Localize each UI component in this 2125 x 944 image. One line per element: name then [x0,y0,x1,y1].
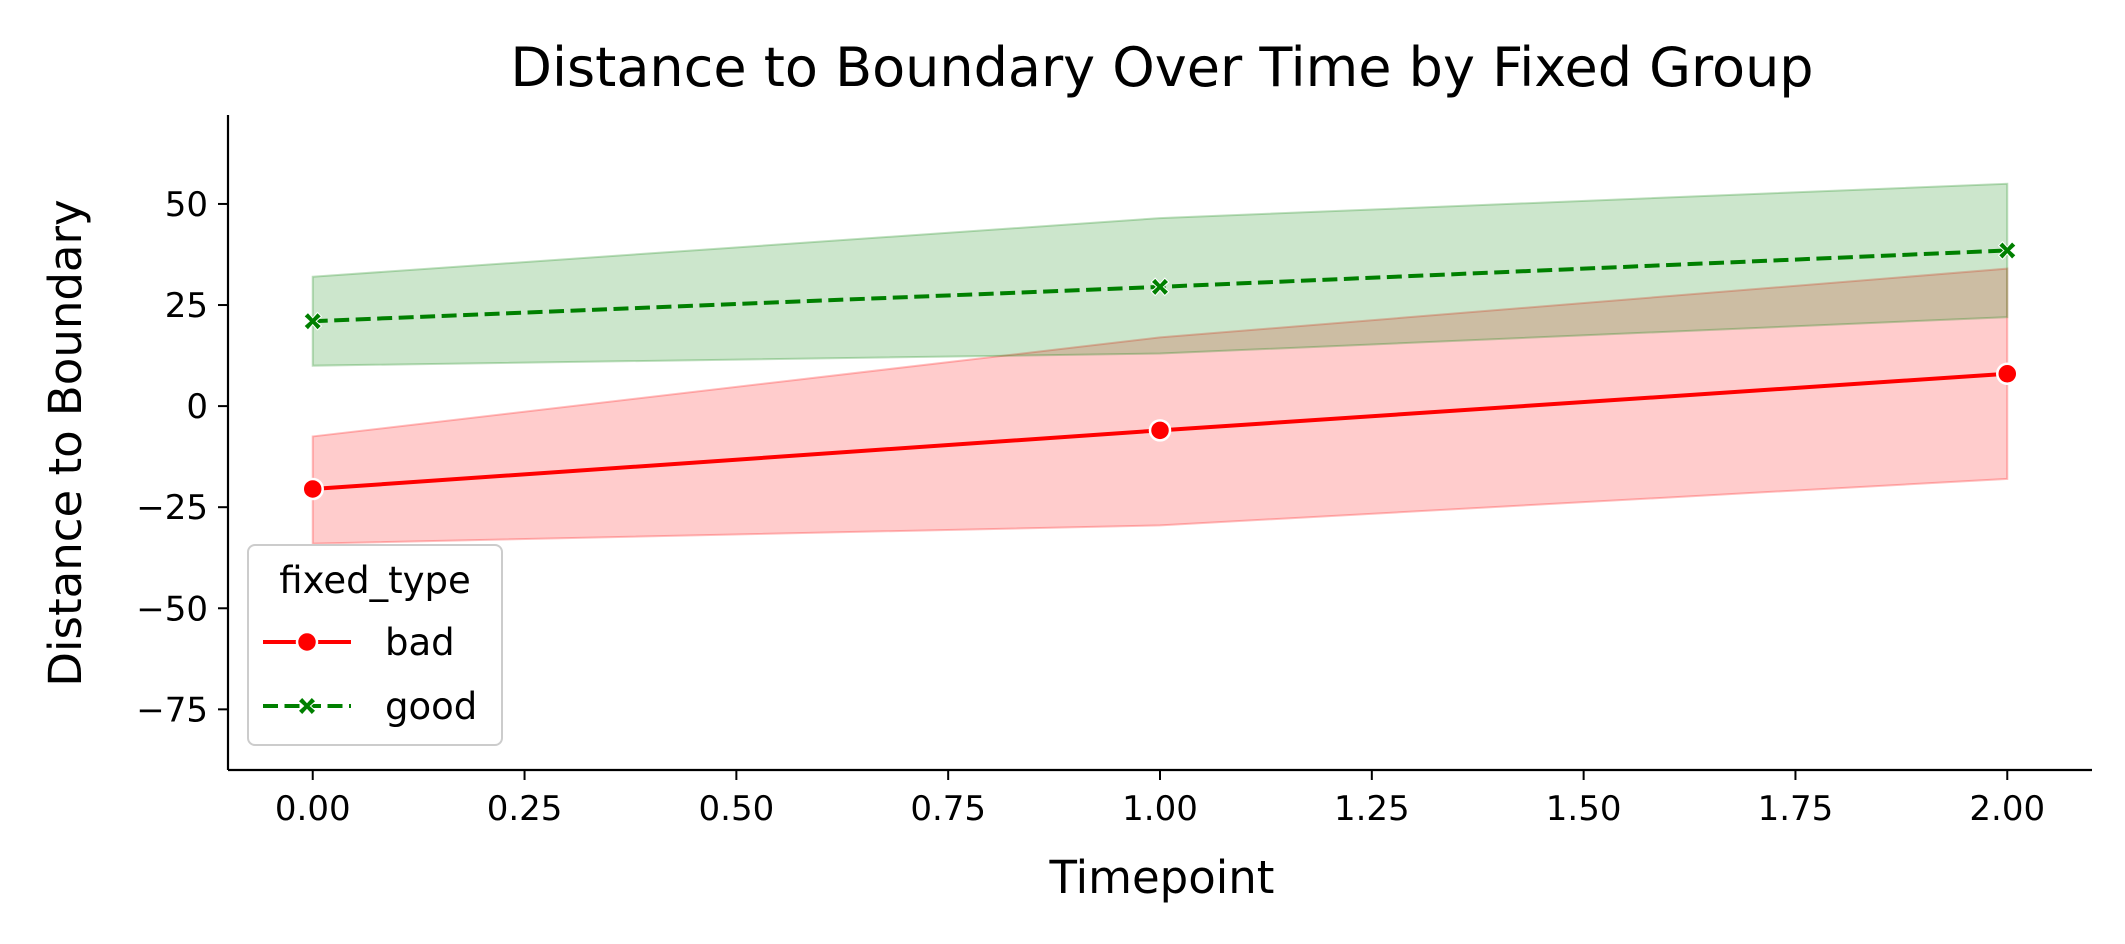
x-tick-label: 0.75 [910,789,986,829]
legend-frame [247,544,503,746]
legend: fixed_type bad good [247,544,503,746]
confidence-band-good [311,182,2009,367]
data-point-bad [1996,362,2019,386]
legend-entries: bad good [263,621,477,728]
chart-title: Distance to Boundary Over Time by Fixed … [510,36,1813,99]
data-point-good [303,311,323,331]
x-tick-label: 0.00 [275,789,351,829]
y-tick-label: −25 [136,488,208,528]
data-point-bad [301,477,324,501]
x-axis-ticks: 0.00 0.25 0.50 0.75 1.00 1.25 1.50 1.75 2.00 [275,770,2045,829]
y-tick-label: 25 [165,286,208,326]
legend-title: fixed_type [279,559,470,602]
y-tick-label: 50 [165,185,208,225]
x-tick-label: 1.25 [1334,789,1410,829]
series-markers [301,240,2019,501]
legend-label-good: good [385,685,477,728]
legend-label-bad: bad [385,621,455,664]
y-axis-ticks: 50 25 0 −25 −50 −75 [136,185,228,730]
data-point-good [1150,277,1170,297]
x-tick-label: 1.00 [1122,789,1198,829]
confidence-bands [311,182,2009,545]
x-tick-label: 0.25 [487,789,563,829]
x-tick-label: 1.50 [1546,789,1622,829]
data-point-good [1997,240,2017,260]
x-tick-label: 2.00 [1969,789,2045,829]
confidence-band-bad [311,267,2009,545]
x-tick-label: 0.50 [699,789,775,829]
y-tick-label: −50 [136,589,208,629]
y-tick-label: −75 [136,690,208,730]
legend-item-bad: bad [263,621,455,664]
legend-marker-bad [295,630,319,654]
legend-item-good: good [263,685,477,728]
x-axis-title: Timepoint [1049,851,1275,904]
x-tick-label: 1.75 [1758,789,1834,829]
data-point-bad [1148,419,1172,442]
y-axis-title: Distance to Boundary [39,199,92,686]
legend-marker-good [297,696,317,716]
y-tick-label: 0 [186,387,208,427]
